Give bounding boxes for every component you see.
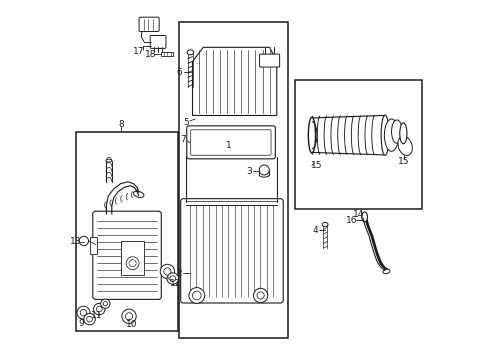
Text: 15: 15 — [398, 157, 409, 166]
Ellipse shape — [133, 191, 143, 197]
Ellipse shape — [391, 120, 402, 143]
Text: 1: 1 — [225, 141, 231, 150]
Text: 7: 7 — [180, 135, 185, 144]
Circle shape — [101, 299, 110, 309]
Circle shape — [163, 268, 171, 275]
FancyBboxPatch shape — [150, 36, 165, 48]
Text: 11: 11 — [91, 311, 102, 320]
Circle shape — [80, 310, 86, 316]
Ellipse shape — [308, 117, 315, 153]
Circle shape — [96, 306, 102, 312]
Circle shape — [259, 165, 269, 175]
Text: 5: 5 — [183, 118, 188, 127]
Circle shape — [77, 306, 90, 319]
Text: 15: 15 — [310, 161, 321, 170]
Text: 9: 9 — [78, 319, 84, 328]
Ellipse shape — [361, 212, 367, 222]
Text: 10: 10 — [125, 320, 137, 329]
Bar — [294, 80, 421, 209]
Text: 3: 3 — [246, 167, 252, 176]
Circle shape — [253, 288, 267, 303]
Text: 14: 14 — [352, 210, 364, 219]
Ellipse shape — [384, 119, 398, 151]
Text: 4: 4 — [312, 226, 318, 235]
Circle shape — [79, 236, 88, 246]
Circle shape — [257, 292, 264, 299]
Ellipse shape — [106, 159, 112, 162]
Bar — [76, 132, 178, 330]
FancyBboxPatch shape — [139, 17, 159, 32]
Text: 8: 8 — [118, 120, 123, 129]
Ellipse shape — [399, 123, 406, 144]
Polygon shape — [192, 47, 276, 116]
Circle shape — [160, 264, 174, 279]
FancyBboxPatch shape — [259, 54, 279, 67]
Text: 17: 17 — [132, 47, 144, 56]
Circle shape — [129, 260, 136, 267]
Circle shape — [167, 273, 178, 284]
Text: 16: 16 — [345, 216, 356, 225]
Text: 18: 18 — [144, 50, 156, 59]
Text: 2: 2 — [176, 269, 182, 278]
Bar — [121, 241, 144, 275]
FancyBboxPatch shape — [93, 211, 161, 300]
Circle shape — [83, 314, 95, 325]
Ellipse shape — [397, 136, 411, 156]
Ellipse shape — [187, 50, 193, 55]
Circle shape — [192, 291, 201, 300]
Circle shape — [103, 302, 107, 306]
Text: 12: 12 — [169, 279, 181, 288]
Text: 13: 13 — [69, 237, 81, 246]
Circle shape — [169, 276, 175, 282]
Circle shape — [125, 313, 132, 320]
Ellipse shape — [380, 115, 388, 155]
Bar — [90, 237, 97, 253]
Bar — [161, 52, 173, 56]
Circle shape — [93, 303, 105, 315]
Circle shape — [126, 257, 139, 270]
FancyBboxPatch shape — [190, 130, 270, 155]
Ellipse shape — [322, 222, 327, 226]
FancyBboxPatch shape — [186, 126, 275, 159]
Circle shape — [188, 288, 204, 303]
Circle shape — [122, 309, 136, 323]
Bar — [179, 22, 287, 338]
FancyBboxPatch shape — [180, 199, 283, 303]
Text: 6: 6 — [176, 68, 182, 77]
Ellipse shape — [382, 269, 389, 274]
Circle shape — [86, 316, 92, 322]
